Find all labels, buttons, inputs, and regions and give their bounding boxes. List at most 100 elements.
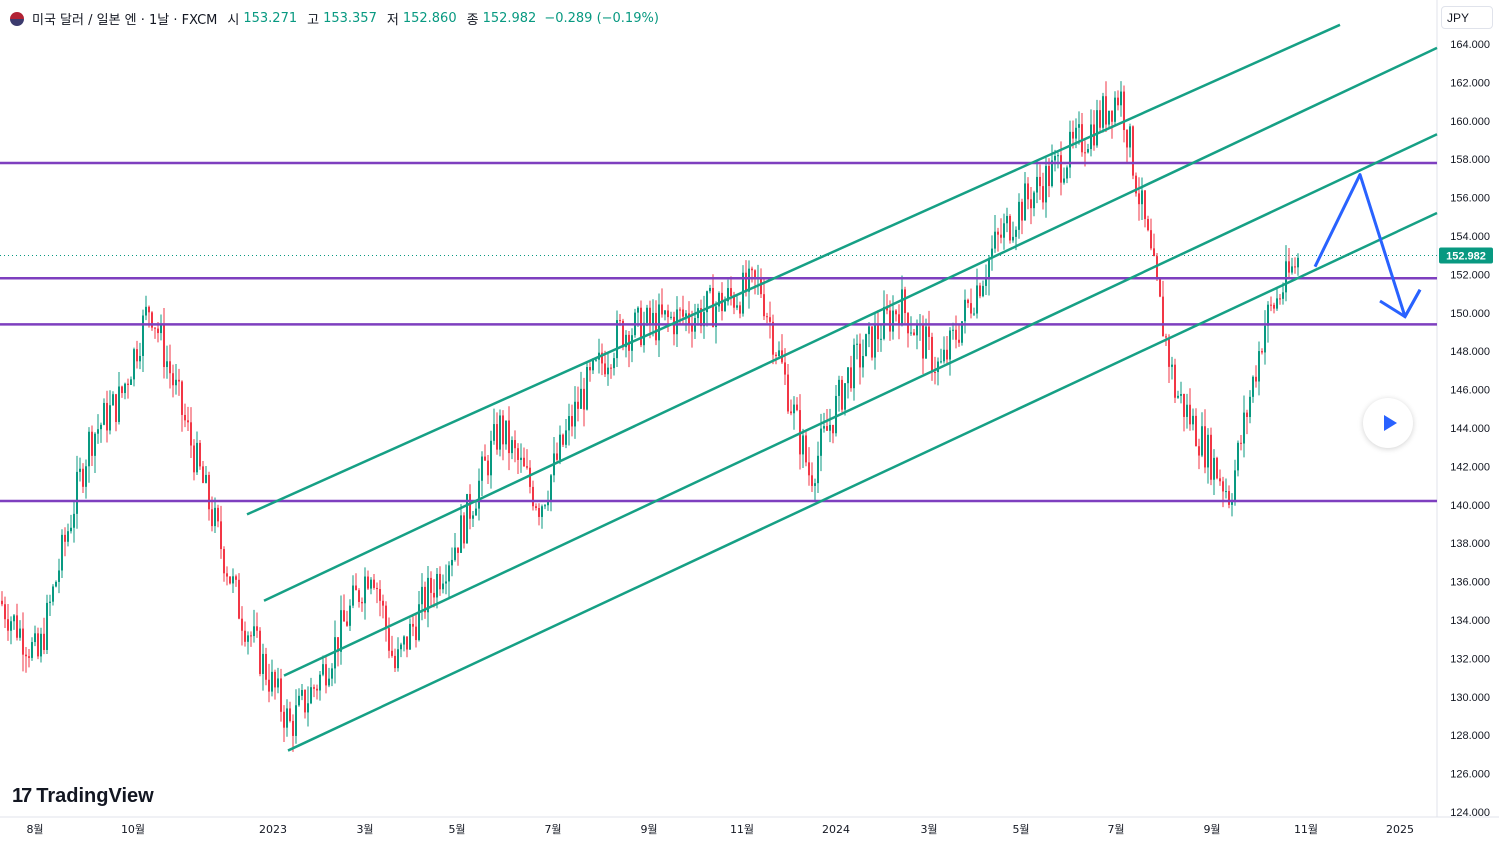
candle-body: [400, 644, 402, 650]
candle-body: [667, 310, 669, 318]
y-tick-label: 154.000: [1450, 231, 1490, 243]
candle-body: [454, 547, 456, 560]
candle-body: [547, 500, 549, 506]
candle-body: [424, 586, 426, 613]
candle-body: [1123, 91, 1125, 131]
candle-body: [859, 343, 861, 368]
candle-body: [1249, 396, 1251, 417]
candle-body: [214, 507, 216, 527]
candle-body: [70, 527, 72, 532]
candle-body: [337, 637, 339, 652]
candle-body: [394, 655, 396, 669]
candle-body: [478, 480, 480, 509]
candle-body: [1132, 126, 1134, 176]
play-icon[interactable]: [1363, 398, 1413, 448]
candle-body: [1264, 325, 1266, 353]
currency-selector[interactable]: JPY: [1441, 6, 1493, 29]
candle-body: [817, 455, 819, 484]
candle-body: [286, 708, 288, 728]
candle-body: [307, 703, 309, 713]
candle-body: [775, 354, 777, 357]
candle-body: [475, 508, 477, 516]
candle-body: [625, 334, 627, 348]
candle-body: [880, 338, 882, 340]
candle-body: [331, 668, 333, 679]
candle-body: [847, 367, 849, 384]
candle-body: [565, 430, 567, 445]
candle-body: [1060, 155, 1062, 183]
candle-body: [19, 628, 21, 638]
x-tick-label: 5월: [1012, 823, 1029, 836]
candle-body: [463, 515, 465, 544]
candle-body: [778, 350, 780, 357]
candle-body: [796, 404, 798, 411]
candle-body: [850, 367, 852, 389]
candle-body: [175, 379, 177, 386]
candle-body: [658, 304, 660, 341]
candle-body: [103, 402, 105, 425]
candle-body: [379, 589, 381, 601]
candle-body: [529, 467, 531, 487]
candle-body: [211, 509, 213, 527]
candle-body: [1180, 394, 1182, 396]
candle-body: [991, 248, 993, 259]
candle-body: [58, 570, 60, 582]
candle-body: [487, 460, 489, 476]
x-tick-label: 3월: [356, 823, 373, 836]
channel-line: [287, 211, 1438, 752]
candle-body: [1258, 351, 1260, 382]
candle-body: [1105, 96, 1107, 125]
candle-body: [622, 320, 624, 348]
candle-body: [865, 334, 867, 357]
candle-body: [172, 373, 174, 386]
candle-body: [892, 310, 894, 332]
candle-body: [88, 431, 90, 467]
y-tick-label: 152.000: [1450, 269, 1490, 281]
candle-body: [1087, 149, 1089, 153]
candle-body: [1219, 478, 1221, 482]
candle-body: [982, 285, 984, 297]
candle-body: [739, 305, 741, 314]
candle-body: [862, 356, 864, 368]
candle-body: [730, 288, 732, 297]
candle-body: [436, 573, 438, 598]
symbol-title[interactable]: 미국 달러 / 일본 엔 · 1날 · FXCM: [32, 13, 218, 28]
candle-body: [979, 285, 981, 297]
candle-body: [178, 379, 180, 382]
y-tick-label: 136.000: [1450, 577, 1490, 589]
candle-body: [895, 310, 897, 315]
candle-body: [637, 307, 639, 313]
candle-body: [1204, 426, 1206, 468]
candle-body: [595, 359, 597, 361]
candle-body: [550, 475, 552, 501]
candle-body: [61, 534, 63, 571]
candle-body: [433, 592, 435, 598]
candle-body: [166, 361, 168, 368]
candle-body: [391, 650, 393, 656]
candle-body: [1042, 186, 1044, 203]
candle-body: [1165, 336, 1167, 338]
candle-body: [1267, 304, 1269, 326]
candle-body: [1189, 404, 1191, 425]
candle-body: [283, 711, 285, 728]
candle-body: [1207, 434, 1209, 468]
candle-body: [718, 292, 720, 307]
candle-body: [490, 440, 492, 476]
candle-body: [148, 306, 150, 313]
candle-body: [493, 424, 495, 441]
candle-body: [403, 636, 405, 645]
candle-body: [682, 309, 684, 317]
tradingview-brand: 17 TradingView: [12, 785, 154, 808]
candle-body: [355, 585, 357, 591]
candle-body: [1186, 404, 1188, 417]
candle-body: [766, 316, 768, 318]
candle-body: [790, 411, 792, 414]
candle-body: [712, 287, 714, 328]
candle-body: [79, 468, 81, 472]
candle-body: [274, 671, 276, 688]
candle-body: [304, 689, 306, 713]
candle-body: [655, 312, 657, 341]
candle-body: [1201, 426, 1203, 456]
candle-body: [838, 379, 840, 396]
